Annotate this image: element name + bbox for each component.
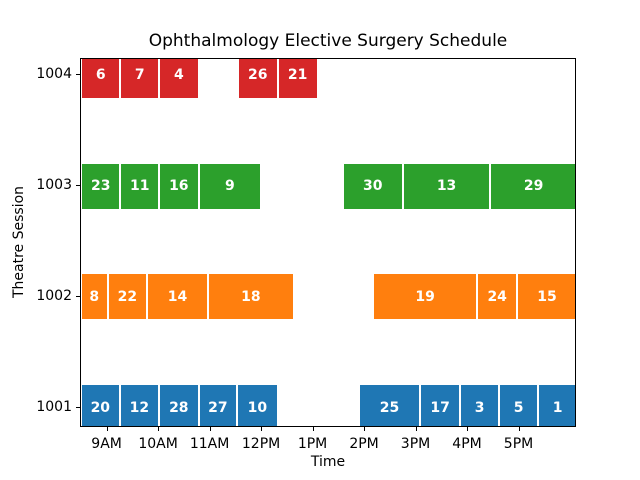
case-label: 23 bbox=[90, 178, 111, 194]
x-tick-mark bbox=[261, 427, 263, 431]
case-label: 24 bbox=[487, 288, 507, 305]
x-tick-label: 4PM bbox=[452, 436, 482, 452]
x-tick-mark bbox=[364, 427, 366, 431]
case-label: 20 bbox=[90, 399, 111, 416]
case-label: 14 bbox=[167, 288, 188, 305]
case-segment: 26 bbox=[238, 59, 278, 99]
case-label: 18 bbox=[241, 288, 261, 305]
case-label: 10 bbox=[247, 399, 268, 416]
x-tick-label: 3PM bbox=[400, 436, 431, 452]
case-segment: 4 bbox=[159, 59, 199, 99]
case-label: 21 bbox=[287, 67, 308, 83]
case-label: 27 bbox=[208, 399, 228, 416]
case-label: 13 bbox=[436, 178, 457, 194]
case-label: 29 bbox=[523, 178, 544, 194]
case-segment: 27 bbox=[198, 384, 238, 426]
case-segment: 9 bbox=[198, 162, 262, 210]
case-segment: 17 bbox=[419, 384, 461, 426]
x-tick-mark bbox=[467, 427, 469, 431]
case-label: 3 bbox=[474, 399, 485, 416]
case-label: 30 bbox=[363, 178, 383, 194]
x-axis-label: Time bbox=[310, 454, 346, 470]
case-label: 17 bbox=[430, 399, 450, 416]
case-segment: 16 bbox=[159, 162, 199, 210]
case-segment: 11 bbox=[120, 162, 160, 210]
x-tick-label: 5PM bbox=[503, 436, 534, 452]
case-segment: 24 bbox=[477, 273, 517, 320]
case-label: 15 bbox=[537, 288, 557, 305]
x-tick-label: 1PM bbox=[297, 436, 328, 452]
case-segment: 14 bbox=[147, 273, 208, 320]
case-label: 9 bbox=[225, 178, 235, 194]
case-label: 4 bbox=[173, 67, 184, 83]
y-tick-label: 1003 bbox=[36, 177, 72, 193]
case-label: 6 bbox=[95, 67, 106, 83]
case-segment: 21 bbox=[277, 59, 318, 99]
x-tick-label: 10AM bbox=[138, 436, 178, 452]
case-label: 8 bbox=[89, 288, 100, 305]
x-tick-mark bbox=[158, 427, 160, 431]
case-label: 12 bbox=[129, 399, 150, 416]
case-segment: 5 bbox=[498, 384, 539, 426]
case-label: 7 bbox=[134, 67, 145, 83]
case-segment: 1 bbox=[538, 384, 575, 426]
y-tick-label: 1002 bbox=[36, 287, 72, 304]
x-tick-label: 9AM bbox=[91, 436, 122, 452]
case-segment: 19 bbox=[372, 273, 478, 320]
case-label: 11 bbox=[130, 178, 150, 194]
case-label: 1 bbox=[552, 399, 563, 416]
y-tick-mark bbox=[76, 295, 80, 297]
case-label: 28 bbox=[169, 399, 189, 416]
case-label: 22 bbox=[117, 288, 138, 305]
chart-title: Ophthalmology Elective Surgery Schedule bbox=[148, 31, 508, 51]
case-segment: 20 bbox=[81, 384, 120, 426]
x-tick-mark bbox=[415, 427, 417, 431]
y-tick-mark bbox=[76, 185, 80, 186]
case-segment: 10 bbox=[237, 384, 278, 426]
y-axis-label: Theatre Session bbox=[11, 185, 27, 299]
x-tick-mark bbox=[312, 427, 314, 431]
case-segment: 28 bbox=[159, 384, 199, 426]
case-segment: 30 bbox=[342, 162, 403, 210]
x-tick-mark bbox=[209, 427, 211, 431]
plot-area: 6 7 4 26 21 23 11 16 9 30 13 29 8 22 14 18 19 24 15 20 12 28 2… bbox=[80, 58, 576, 427]
x-tick-label: 11AM bbox=[189, 436, 230, 452]
x-tick-label: 12PM bbox=[241, 436, 281, 452]
case-segment: 6 bbox=[81, 59, 121, 99]
y-tick-label: 1001 bbox=[36, 398, 72, 415]
case-label: 16 bbox=[169, 178, 189, 194]
x-tick-mark bbox=[518, 427, 520, 431]
case-segment: 12 bbox=[119, 384, 160, 426]
case-segment: 23 bbox=[81, 162, 121, 210]
case-label: 5 bbox=[513, 399, 524, 416]
case-segment: 29 bbox=[490, 162, 575, 210]
case-segment: 13 bbox=[402, 162, 491, 210]
case-segment: 3 bbox=[460, 384, 499, 426]
case-segment: 18 bbox=[208, 273, 294, 320]
y-tick-mark bbox=[76, 74, 80, 75]
x-tick-mark bbox=[106, 427, 108, 431]
case-segment: 25 bbox=[359, 384, 420, 426]
case-label: 26 bbox=[248, 67, 268, 83]
case-segment: 22 bbox=[107, 273, 148, 320]
x-tick-label: 2PM bbox=[349, 436, 379, 452]
y-tick-mark bbox=[76, 406, 80, 408]
y-tick-label: 1004 bbox=[36, 66, 72, 82]
case-segment: 7 bbox=[120, 59, 160, 99]
case-segment: 15 bbox=[516, 273, 575, 320]
case-segment: 8 bbox=[81, 273, 108, 320]
case-label: 19 bbox=[415, 288, 435, 305]
case-label: 25 bbox=[379, 399, 400, 416]
